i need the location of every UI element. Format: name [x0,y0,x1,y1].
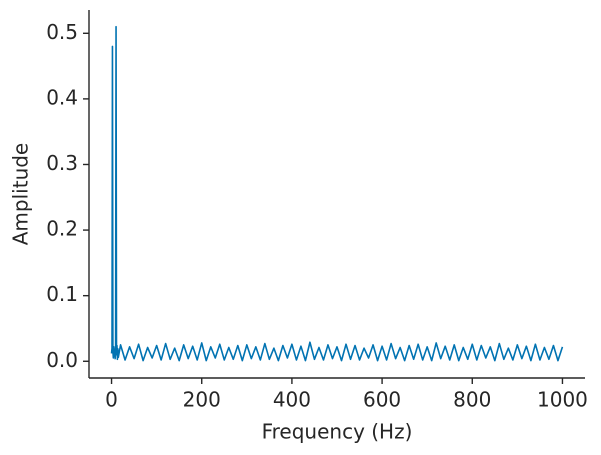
y-axis-label: Amplitude [9,143,33,246]
y-tick-label: 0.5 [46,20,78,44]
y-tick-label: 0.1 [46,282,78,306]
x-tick-label: 200 [183,388,221,412]
y-tick-label: 0.4 [46,85,78,109]
x-tick-label: 800 [453,388,491,412]
y-tick-label: 0.2 [46,217,78,241]
spectrum-line [110,25,564,362]
y-tick-label: 0.3 [46,151,78,175]
x-tick-label: 0 [105,388,118,412]
x-tick-label: 600 [363,388,401,412]
y-tick-label: 0.0 [46,348,78,372]
x-tick-label: 400 [273,388,311,412]
x-axis-label: Frequency (Hz) [262,420,413,444]
x-tick-label: 1000 [537,388,588,412]
